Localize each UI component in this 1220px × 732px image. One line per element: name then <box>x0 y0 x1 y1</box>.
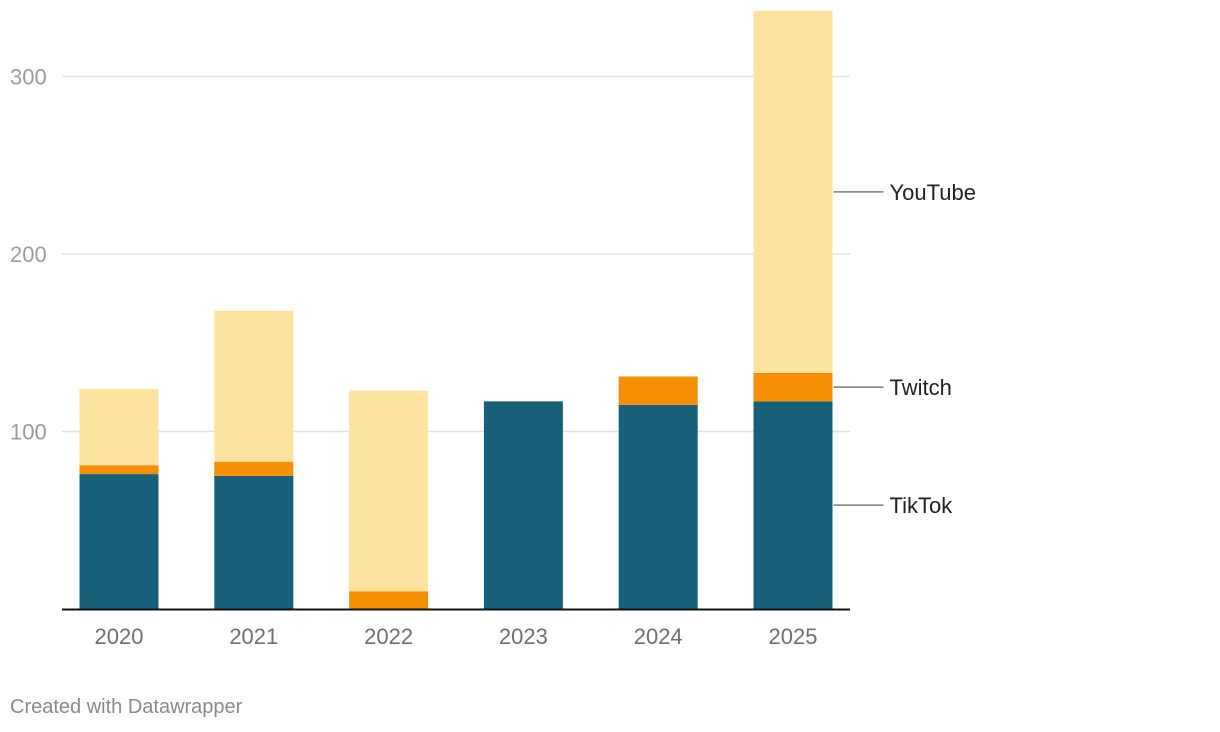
bars-layer <box>79 10 833 609</box>
x-tick-label-2022: 2022 <box>364 624 413 649</box>
grid-layer <box>62 75 850 433</box>
bar-youtube-2021 <box>214 310 294 462</box>
x-tick-label-2023: 2023 <box>499 624 548 649</box>
bar-twitch-2024 <box>618 376 698 405</box>
series-direct-labels: TikTok Twitch YouTube <box>833 180 976 518</box>
bar-twitch-2020 <box>79 465 159 475</box>
x-tick-label-2020: 2020 <box>95 624 144 649</box>
bar-twitch-2021 <box>214 461 294 476</box>
bar-tiktok-2025 <box>753 401 833 609</box>
bar-tiktok-2021 <box>214 475 294 609</box>
bar-tiktok-2024 <box>618 404 698 609</box>
bar-youtube-2020 <box>79 388 159 466</box>
bar-twitch-2022 <box>349 591 429 609</box>
y-tick-label-300: 300 <box>10 65 47 90</box>
bar-tiktok-2020 <box>79 474 159 609</box>
y-tick-label-100: 100 <box>10 420 47 445</box>
series-label-youtube: YouTube <box>890 180 976 205</box>
bar-youtube-2022 <box>349 390 429 592</box>
x-tick-label-2021: 2021 <box>229 624 278 649</box>
footer-credit: Created with Datawrapper <box>10 696 243 718</box>
bar-twitch-2025 <box>753 372 833 402</box>
x-axis-tick-labels: 2020 2021 2022 2023 2024 2025 <box>95 624 818 649</box>
x-tick-label-2024: 2024 <box>634 624 683 649</box>
y-axis-tick-labels: 100 200 300 <box>10 65 47 445</box>
series-label-twitch: Twitch <box>890 375 952 400</box>
bar-youtube-2025 <box>753 10 833 373</box>
x-tick-label-2025: 2025 <box>769 624 818 649</box>
y-tick-label-200: 200 <box>10 242 47 267</box>
series-label-tiktok: TikTok <box>890 493 954 518</box>
bar-tiktok-2023 <box>483 401 563 609</box>
